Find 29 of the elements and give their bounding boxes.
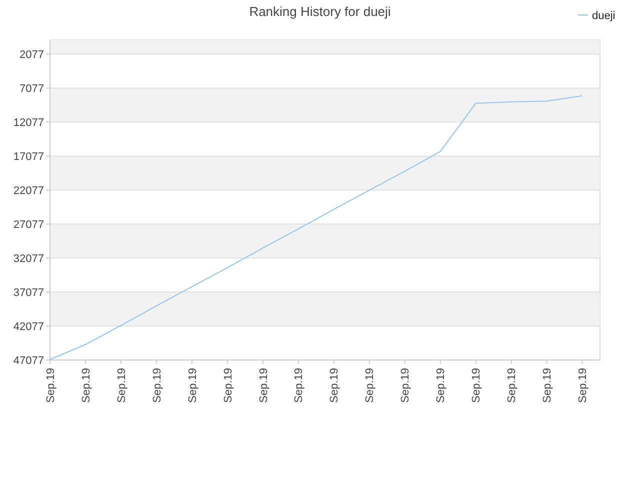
x-tick-label: Sep.19 [577,368,590,403]
chart-title: Ranking History for dueji [249,4,391,19]
x-tick-label: Sep.19 [542,368,554,403]
x-tick-label: Sep.19 [80,368,92,403]
y-tick-label: 42077 [13,320,44,333]
y-tick-label: 27077 [13,218,44,231]
y-tick-label: 12077 [13,116,44,129]
x-tick-label: Sep.19 [364,368,376,403]
x-tick-label: Sep.19 [186,368,199,403]
x-tick-label: Sep.19 [400,368,412,403]
y-tick-label: 22077 [13,184,44,197]
x-tick-label: Sep.19 [293,368,306,403]
y-tick-label: 2077 [20,48,44,61]
y-tick-label: 32077 [13,252,44,265]
x-tick-label: Sep.19 [506,368,518,403]
y-tick-label: 17077 [13,150,44,163]
x-tick-label: Sep.19 [328,368,341,403]
x-tick-label: Sep.19 [151,368,164,403]
y-tick-label: 7077 [20,82,44,95]
x-tick-label: Sep.19 [116,368,128,403]
x-tick-label: Sep.19 [470,368,483,403]
legend-label: dueji [592,10,616,22]
x-tick-label: Sep.19 [435,368,448,403]
line-series [50,95,583,360]
x-tick-label: Sep.19 [258,368,270,403]
x-tick-label: Sep.19 [44,368,57,403]
y-tick-label: 47077 [13,354,44,367]
y-tick-label: 37077 [13,286,44,299]
x-tick-label: Sep.19 [222,368,234,403]
